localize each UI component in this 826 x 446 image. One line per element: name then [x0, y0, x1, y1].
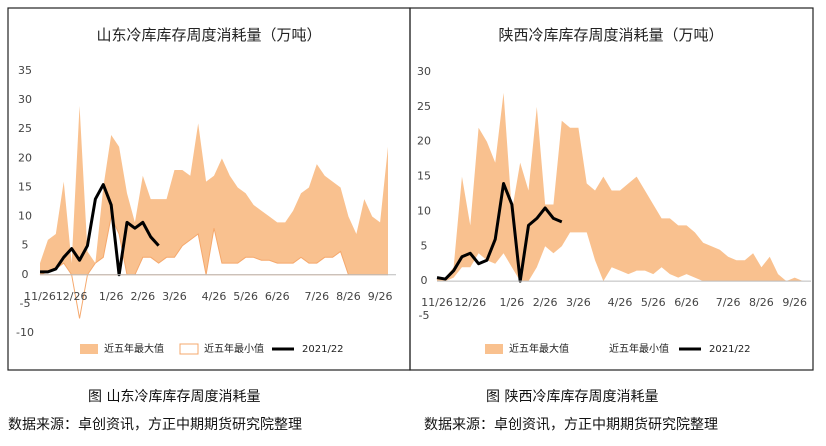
caption: 图 陕西冷库库存周度消耗量 [486, 389, 659, 405]
caption: 图 山东冷库库存周度消耗量 [88, 389, 261, 405]
y-tick-label: 25 [18, 122, 32, 135]
x-tick-label: 3/26 [566, 296, 591, 309]
x-tick-label: 6/26 [265, 290, 290, 303]
y-tick-label: 10 [417, 204, 431, 217]
x-tick-label: 4/26 [608, 296, 633, 309]
x-tick-label: 7/26 [304, 290, 329, 303]
chart-title: 山东冷库库存周度消耗量（万吨） [96, 26, 321, 44]
y-tick-label: 30 [417, 65, 431, 78]
x-tick-label: 5/26 [641, 296, 666, 309]
legend-label: 近五年最大值 [509, 342, 569, 355]
x-tick-label: 8/26 [749, 296, 774, 309]
x-tick-label: 8/26 [336, 290, 361, 303]
x-tick-label: 1/26 [99, 290, 124, 303]
y-tick-label: -5 [419, 309, 430, 322]
source: 数据来源：卓创资讯，方正中期期货研究院整理 [424, 417, 718, 433]
y-tick-label: 35 [18, 64, 32, 77]
legend-label: 2021/22 [302, 344, 344, 355]
y-tick-label: 15 [417, 170, 431, 183]
legend-swatch [80, 344, 98, 354]
line [40, 183, 160, 277]
area [437, 232, 803, 282]
legend-swatch [585, 344, 603, 354]
x-tick-label: 11/26 [24, 290, 56, 303]
y-tick-label: 0 [421, 274, 428, 287]
y-tick-label: 30 [18, 93, 32, 106]
y-tick-label: 5 [421, 239, 428, 252]
line [436, 182, 563, 283]
x-tick-label: 9/26 [782, 296, 807, 309]
y-tick-label: 20 [18, 151, 32, 164]
x-tick-label: 2/26 [130, 290, 155, 303]
source: 数据来源：卓创资讯，方正中期期货研究院整理 [8, 417, 302, 433]
area [39, 214, 388, 319]
x-tick-label: 12/26 [454, 296, 486, 309]
area [40, 105, 388, 275]
x-tick-label: 1/26 [500, 296, 525, 309]
y-tick-label: 20 [417, 135, 431, 148]
y-tick-label: 25 [417, 100, 431, 113]
legend-label: 2021/22 [709, 344, 751, 355]
x-tick-label: 9/26 [368, 290, 393, 303]
x-tick-label: 7/26 [716, 296, 741, 309]
legend-swatch [485, 344, 503, 354]
x-tick-label: 4/26 [202, 290, 227, 303]
x-tick-label: 6/26 [674, 296, 699, 309]
y-tick-label: 15 [18, 180, 32, 193]
y-tick-label: 0 [22, 268, 29, 281]
y-tick-label: 5 [22, 239, 29, 252]
y-tick-label: -10 [16, 326, 34, 339]
legend-label: 近五年最小值 [204, 342, 264, 355]
chart-frame [409, 7, 814, 371]
area [437, 92, 803, 282]
y-tick-label: -5 [20, 297, 31, 310]
x-tick-label: 2/26 [533, 296, 558, 309]
chart-title: 陕西冷库库存周度消耗量（万吨） [498, 26, 723, 44]
x-tick-label: 5/26 [233, 290, 258, 303]
y-tick-label: 10 [18, 210, 32, 223]
legend-label: 近五年最大值 [104, 342, 164, 355]
legend-label: 近五年最小值 [609, 342, 669, 355]
x-tick-label: 11/26 [421, 296, 453, 309]
x-tick-label: 3/26 [162, 290, 187, 303]
x-tick-label: 12/26 [56, 290, 88, 303]
legend-swatch [179, 343, 199, 355]
